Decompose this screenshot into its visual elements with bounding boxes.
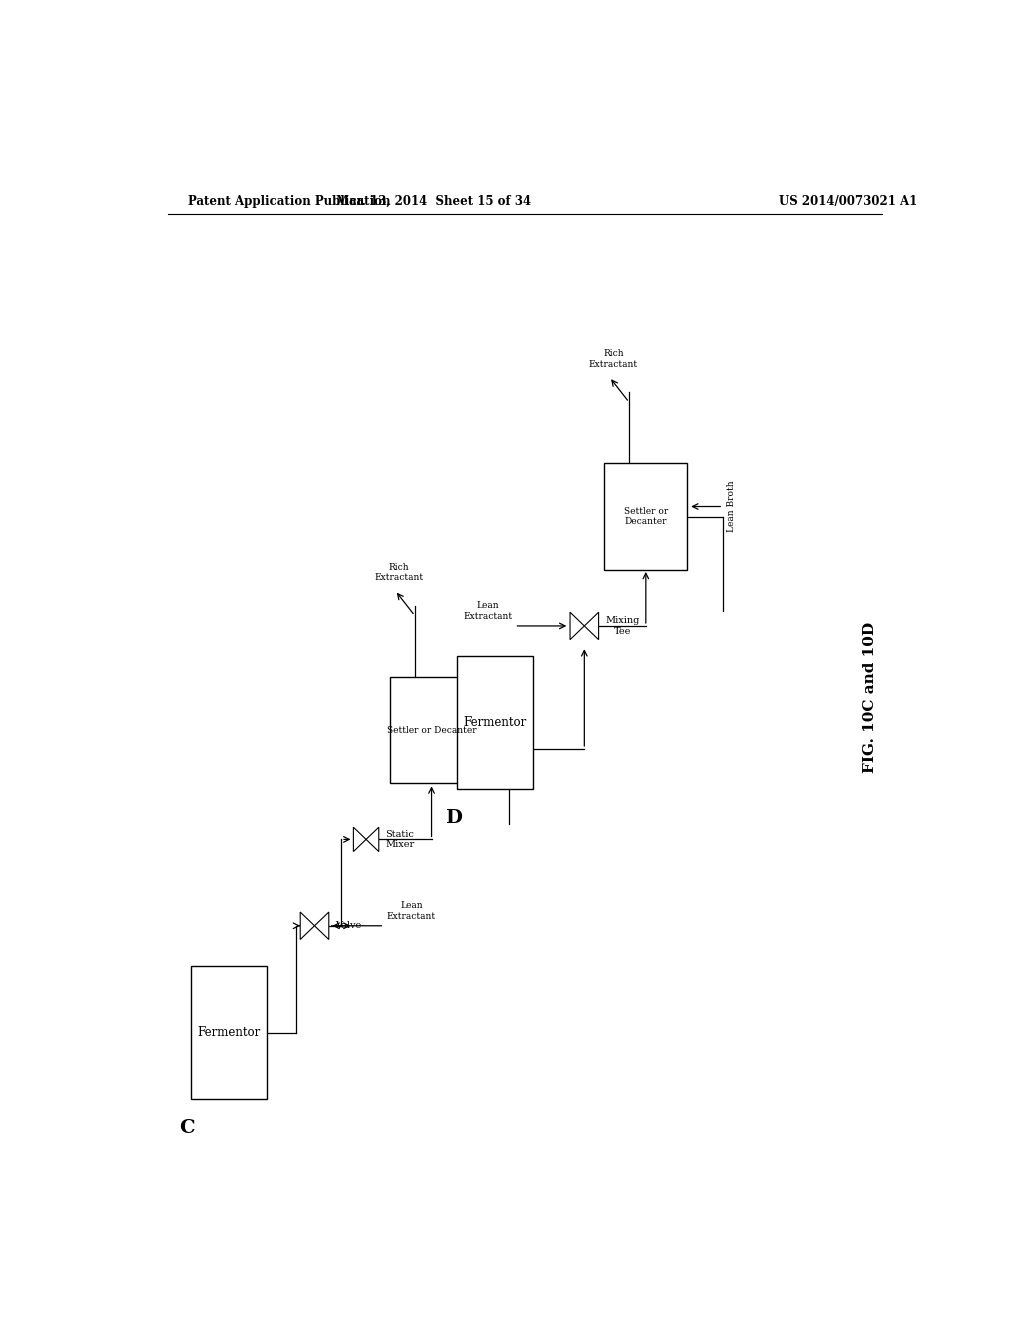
FancyBboxPatch shape: [458, 656, 532, 788]
Text: Fermentor: Fermentor: [198, 1026, 261, 1039]
Text: US 2014/0073021 A1: US 2014/0073021 A1: [778, 194, 918, 207]
Polygon shape: [300, 912, 314, 940]
FancyBboxPatch shape: [191, 966, 267, 1098]
FancyBboxPatch shape: [604, 463, 687, 570]
Polygon shape: [353, 828, 367, 851]
Text: FIG. 10C and 10D: FIG. 10C and 10D: [863, 622, 877, 772]
Text: Mixing
Tee: Mixing Tee: [605, 616, 639, 636]
Text: Lean
Extractant: Lean Extractant: [387, 902, 436, 921]
Polygon shape: [570, 612, 585, 640]
Text: Valve: Valve: [335, 921, 361, 931]
Text: Mar. 13, 2014  Sheet 15 of 34: Mar. 13, 2014 Sheet 15 of 34: [336, 194, 531, 207]
Polygon shape: [585, 612, 599, 640]
Text: D: D: [445, 809, 463, 826]
Text: Lean Broth: Lean Broth: [727, 480, 736, 532]
Text: Settler or Decanter: Settler or Decanter: [387, 726, 476, 735]
Polygon shape: [314, 912, 329, 940]
FancyBboxPatch shape: [390, 677, 473, 784]
Text: Static
Mixer: Static Mixer: [385, 830, 415, 849]
Text: Rich
Extractant: Rich Extractant: [375, 562, 424, 582]
Text: Lean
Extractant: Lean Extractant: [463, 602, 512, 620]
Text: Rich
Extractant: Rich Extractant: [589, 350, 638, 368]
Text: C: C: [179, 1119, 196, 1137]
Text: Patent Application Publication: Patent Application Publication: [187, 194, 390, 207]
Polygon shape: [367, 828, 379, 851]
Text: Settler or
Decanter: Settler or Decanter: [624, 507, 668, 527]
Text: Fermentor: Fermentor: [464, 715, 526, 729]
Text: Lean Broth: Lean Broth: [513, 694, 522, 746]
